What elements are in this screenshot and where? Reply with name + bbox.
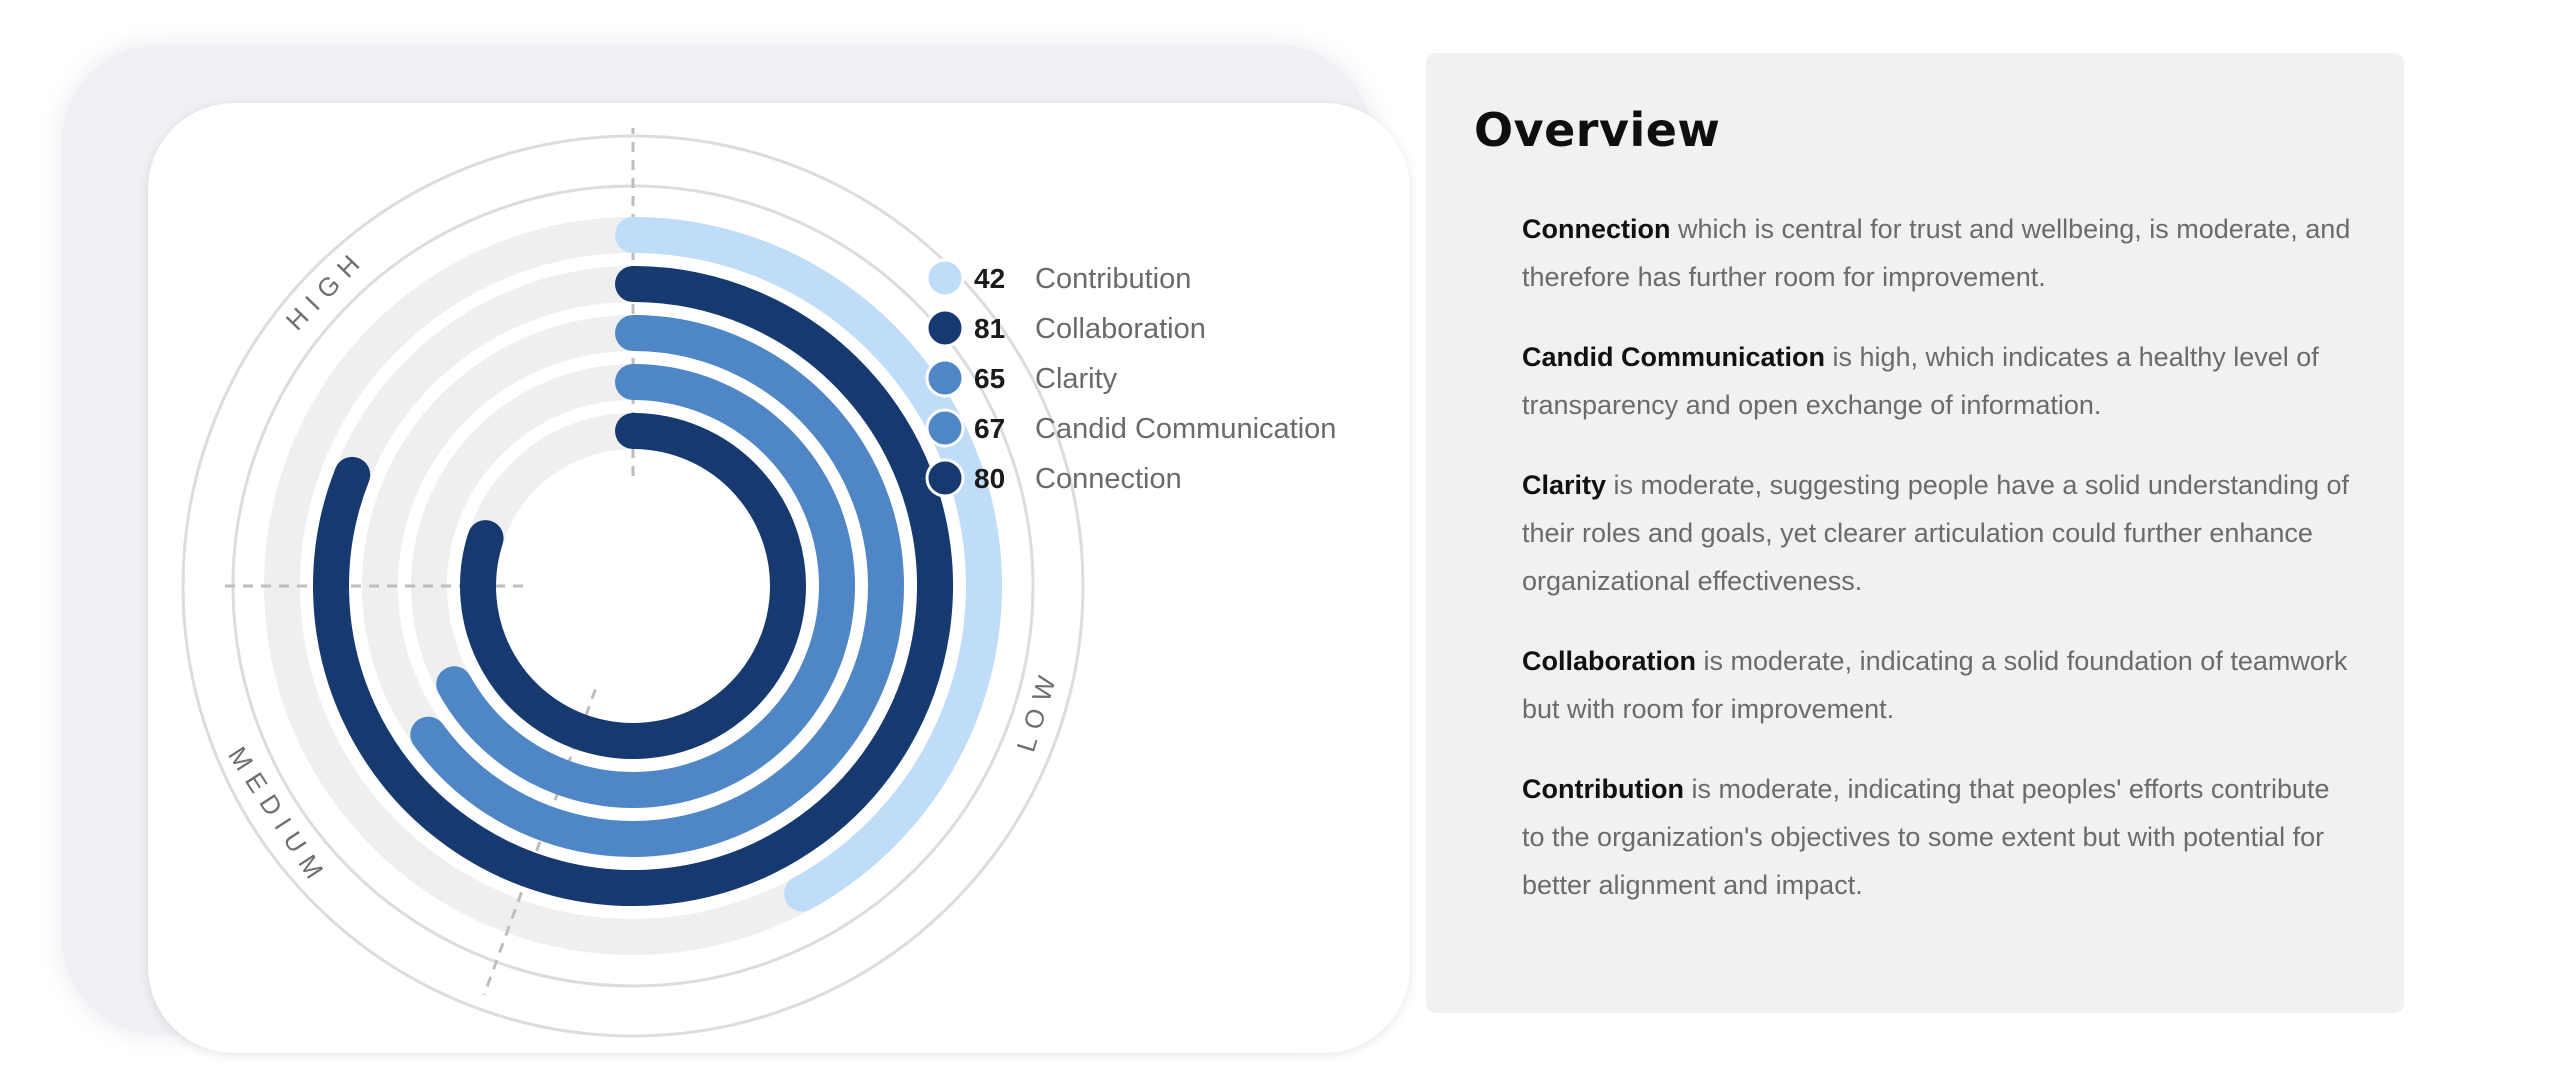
chart-bars <box>313 217 1002 912</box>
legend-dot-collaboration <box>925 308 965 348</box>
legend-dot-clarity <box>925 358 965 398</box>
legend-dot-contribution <box>925 258 965 298</box>
overview-text: which is central for trust and wellbeing… <box>1522 214 2351 292</box>
overview-text: is moderate, suggesting people have a so… <box>1522 470 2350 596</box>
value-label-clarity: 65 <box>974 363 1005 394</box>
overview-title: Overview <box>1474 103 1721 157</box>
legend-dot-candid-communication <box>925 408 965 448</box>
bar-clarity <box>410 315 904 857</box>
bar-connection <box>460 413 806 759</box>
series-label-clarity: Clarity <box>1035 363 1118 395</box>
series-label-contribution: Contribution <box>1035 263 1191 295</box>
overview-list: Connection which is central for trust an… <box>1474 205 2356 909</box>
series-label-candid-communication: Candid Communication <box>1035 413 1336 445</box>
value-label-contribution: 42 <box>974 263 1005 294</box>
overview-item-clarity: Clarity is moderate, suggesting people h… <box>1522 461 2356 605</box>
overview-item-candid-communication: Candid Communication is high, which indi… <box>1522 333 2356 429</box>
legend-dot-connection <box>925 458 965 498</box>
overview-text: is high, which indicates a healthy level… <box>1522 342 2319 420</box>
bar-collaboration <box>313 266 953 906</box>
series-label-connection: Connection <box>1035 463 1182 495</box>
overview-item-connection: Connection which is central for trust an… <box>1522 205 2356 301</box>
outer-ring-2 <box>181 134 1085 1038</box>
overview-term: Contribution <box>1522 774 1684 804</box>
overview-term: Candid Communication <box>1522 342 1825 372</box>
overview-term: Connection <box>1522 214 1671 244</box>
overview-item-collaboration: Collaboration is moderate, indicating a … <box>1522 637 2356 733</box>
overview-term: Clarity <box>1522 470 1607 500</box>
radial-bar-chart: 42 Contribution 81 Collaboration 65 Clarity 67… <box>181 128 1336 1038</box>
overview-text: is moderate, indicating a solid foundati… <box>1522 646 2348 724</box>
bar-contribution <box>615 217 1002 912</box>
series-label-collaboration: Collaboration <box>1035 313 1206 345</box>
overview-item-contribution: Contribution is moderate, indicating tha… <box>1522 765 2356 909</box>
overview-panel: Overview Connection which is central for… <box>1426 53 2404 1013</box>
overview-term: Collaboration <box>1522 646 1696 676</box>
value-label-candid-communication: 67 <box>974 413 1005 444</box>
chart-card: 42 Contribution 81 Collaboration 65 Clarity 67… <box>148 103 1410 1053</box>
bar-candid-communication <box>436 364 855 808</box>
chart-labels: 42 Contribution 81 Collaboration 65 Clarity 67… <box>925 258 1336 498</box>
value-label-collaboration: 81 <box>974 313 1005 344</box>
overview-text: is moderate, indicating that peoples' ef… <box>1522 774 2330 900</box>
chart-card-frame: 42 Contribution 81 Collaboration 65 Clarity 67… <box>62 45 1410 1053</box>
value-label-connection: 80 <box>974 463 1005 494</box>
